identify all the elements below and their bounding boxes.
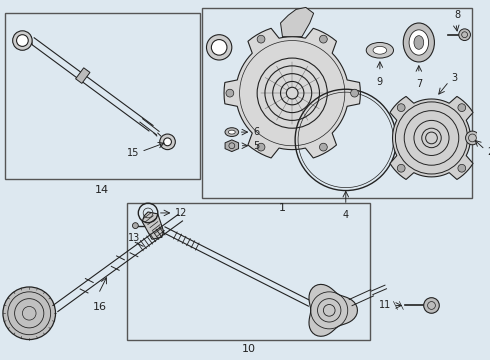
- Text: 1: 1: [279, 203, 286, 213]
- Text: 5: 5: [253, 141, 260, 151]
- Text: 10: 10: [242, 345, 255, 355]
- Polygon shape: [280, 8, 314, 37]
- Circle shape: [206, 35, 232, 60]
- Circle shape: [351, 89, 359, 97]
- Circle shape: [319, 35, 327, 43]
- Ellipse shape: [409, 30, 429, 55]
- Circle shape: [319, 143, 327, 151]
- Text: 3: 3: [451, 73, 457, 82]
- Circle shape: [132, 223, 138, 229]
- Circle shape: [211, 40, 227, 55]
- Circle shape: [226, 89, 234, 97]
- Text: 13: 13: [128, 233, 141, 243]
- Polygon shape: [309, 284, 358, 336]
- Text: 4: 4: [343, 210, 349, 220]
- Text: 6: 6: [253, 127, 259, 137]
- Polygon shape: [224, 28, 360, 158]
- Text: 8: 8: [455, 10, 461, 20]
- Polygon shape: [142, 212, 164, 239]
- Ellipse shape: [373, 46, 387, 54]
- Circle shape: [458, 104, 466, 112]
- Text: 11: 11: [379, 301, 392, 310]
- Circle shape: [466, 131, 479, 145]
- Circle shape: [3, 287, 55, 339]
- Ellipse shape: [403, 23, 435, 62]
- Circle shape: [424, 298, 440, 313]
- Text: 9: 9: [377, 77, 383, 86]
- Text: 16: 16: [93, 302, 107, 311]
- Circle shape: [160, 134, 175, 150]
- Circle shape: [17, 35, 28, 46]
- Bar: [126, 203, 370, 339]
- Text: 12: 12: [175, 208, 188, 218]
- Circle shape: [257, 143, 265, 151]
- Polygon shape: [75, 68, 90, 84]
- Ellipse shape: [228, 130, 235, 134]
- Ellipse shape: [366, 42, 393, 58]
- Ellipse shape: [414, 36, 424, 49]
- Text: 15: 15: [127, 148, 139, 158]
- Polygon shape: [390, 96, 473, 180]
- Polygon shape: [225, 140, 239, 152]
- Circle shape: [459, 29, 470, 41]
- Text: 7: 7: [416, 78, 422, 89]
- Ellipse shape: [225, 128, 239, 136]
- Circle shape: [397, 104, 405, 112]
- Bar: [5, 13, 200, 179]
- Text: 14: 14: [95, 185, 109, 195]
- Circle shape: [397, 165, 405, 172]
- Bar: [201, 8, 472, 198]
- Circle shape: [164, 138, 171, 146]
- Text: 2: 2: [487, 147, 490, 157]
- Circle shape: [458, 165, 466, 172]
- Circle shape: [13, 31, 32, 50]
- Circle shape: [257, 35, 265, 43]
